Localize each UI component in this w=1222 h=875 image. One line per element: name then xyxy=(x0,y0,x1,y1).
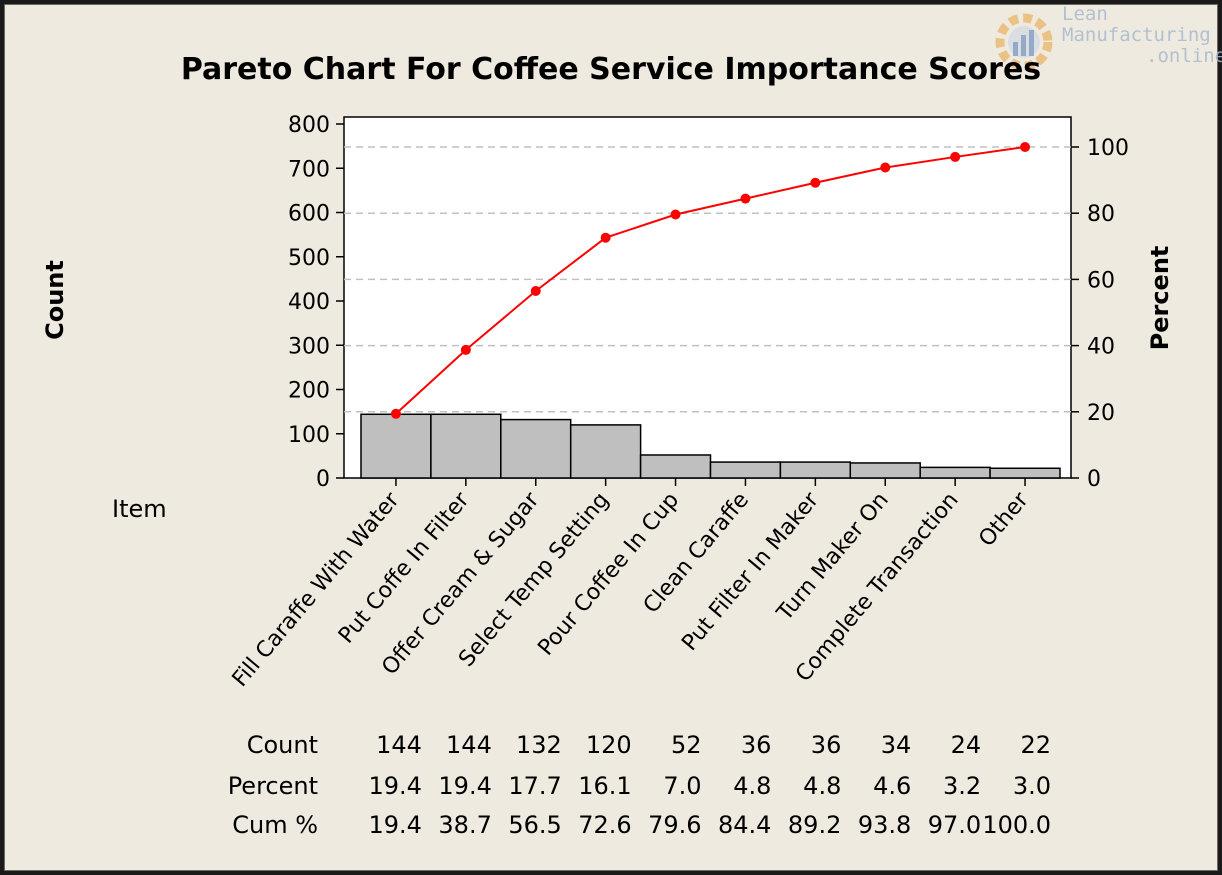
bar xyxy=(639,454,712,479)
y-axis-title: Count xyxy=(41,260,69,340)
table-cell: 72.6 xyxy=(578,811,631,839)
table-cell: 34 xyxy=(881,731,912,759)
y2-tick-label: 80 xyxy=(1087,202,1115,227)
cum-percent-point xyxy=(460,344,471,355)
table-cell: 7.0 xyxy=(663,772,701,800)
table-cell: 144 xyxy=(446,731,492,759)
table-cell: 19.4 xyxy=(369,772,422,800)
cum-percent-point xyxy=(880,162,891,173)
watermark-logo xyxy=(980,2,1222,78)
y2-tick-label: 0 xyxy=(1087,467,1101,492)
watermark-line-1: Lean xyxy=(1062,3,1108,25)
y-tick-label: 400 xyxy=(288,290,330,315)
bar xyxy=(569,424,642,479)
table-row-label: Percent xyxy=(228,772,318,800)
table-cell: 19.4 xyxy=(438,772,491,800)
data-table: Count 144 144 132 120 52 36 36 34 24 22 Percent 19.4… xyxy=(228,731,1051,839)
table-cell: 36 xyxy=(741,731,772,759)
table-cell: 120 xyxy=(586,731,632,759)
y-tick-label: 0 xyxy=(316,467,330,492)
bar xyxy=(919,466,991,479)
y-tick-label: 200 xyxy=(288,379,330,404)
bars xyxy=(360,413,1061,479)
cum-percent-point xyxy=(670,209,681,220)
table-cell: 38.7 xyxy=(438,811,491,839)
table-cell: 22 xyxy=(1021,731,1052,759)
item-label: Item xyxy=(112,495,167,523)
cum-percent-point xyxy=(530,285,541,296)
watermark-text: Lean Manufacturing .online xyxy=(1062,4,1222,67)
table-cell: 4.6 xyxy=(873,772,911,800)
table-cell: 56.5 xyxy=(508,811,561,839)
table-cell: 4.8 xyxy=(803,772,841,800)
gear-chart-icon xyxy=(995,13,1053,71)
bar xyxy=(849,462,921,479)
table-cell: 93.8 xyxy=(858,811,911,839)
x-tick-label: Put Coffe In Filter xyxy=(334,487,475,648)
grid-lines xyxy=(344,146,1071,413)
table-cell: 79.6 xyxy=(648,811,701,839)
watermark-line-2: Manufacturing xyxy=(1062,24,1211,46)
cum-percent-line xyxy=(395,146,1026,415)
table-cell: 132 xyxy=(516,731,562,759)
cum-percent-point xyxy=(1020,142,1031,152)
bar xyxy=(360,413,432,479)
table-cell: 100.0 xyxy=(982,811,1051,839)
table-cell: 144 xyxy=(376,731,422,759)
table-cell: 17.7 xyxy=(508,772,561,800)
table-row-label: Cum % xyxy=(232,811,318,839)
table-row-label: Count xyxy=(247,731,318,759)
bar xyxy=(779,461,852,479)
y-tick-label: 700 xyxy=(288,157,330,182)
y-tick-label: 500 xyxy=(288,246,330,271)
table-cell: 3.0 xyxy=(1013,772,1051,800)
table-cell: 36 xyxy=(811,731,842,759)
y2-tick-label: 60 xyxy=(1087,268,1115,293)
y2-tick-label: 100 xyxy=(1087,136,1129,161)
cum-percent-point xyxy=(740,193,751,204)
watermark-line-3: .online xyxy=(1146,45,1222,67)
y-tick-label: 800 xyxy=(288,113,330,138)
table-cell: 24 xyxy=(951,731,982,759)
cum-percent-point xyxy=(810,177,821,188)
bar xyxy=(500,418,572,479)
y2-tick-label: 20 xyxy=(1087,401,1115,426)
table-cell: 3.2 xyxy=(943,772,981,800)
table-cell: 97.0 xyxy=(928,811,981,839)
bar xyxy=(430,413,502,479)
cum-percent-point xyxy=(600,232,611,243)
table-cell: 16.1 xyxy=(578,772,631,800)
table-cell: 89.2 xyxy=(788,811,841,839)
cum-percent-point xyxy=(390,408,401,419)
bar xyxy=(989,467,1061,479)
table-cell: 4.8 xyxy=(733,772,771,800)
table-cell: 84.4 xyxy=(718,811,771,839)
y-tick-label: 600 xyxy=(288,202,330,227)
y-tick-label: 300 xyxy=(288,334,330,359)
y2-axis-title: Percent xyxy=(1146,246,1174,351)
x-tick-label: Other xyxy=(974,487,1034,552)
table-cell: 52 xyxy=(671,731,702,759)
x-tick-label: Put Filter In Maker xyxy=(677,487,824,656)
y-tick-label: 100 xyxy=(288,423,330,448)
y2-tick-label: 40 xyxy=(1087,335,1115,360)
cum-percent-point xyxy=(950,151,961,162)
chart-title: Pareto Chart For Coffee Service Importan… xyxy=(181,52,1041,87)
cumulative-line xyxy=(390,142,1031,419)
bar xyxy=(709,461,782,479)
table-cell: 19.4 xyxy=(369,811,422,839)
